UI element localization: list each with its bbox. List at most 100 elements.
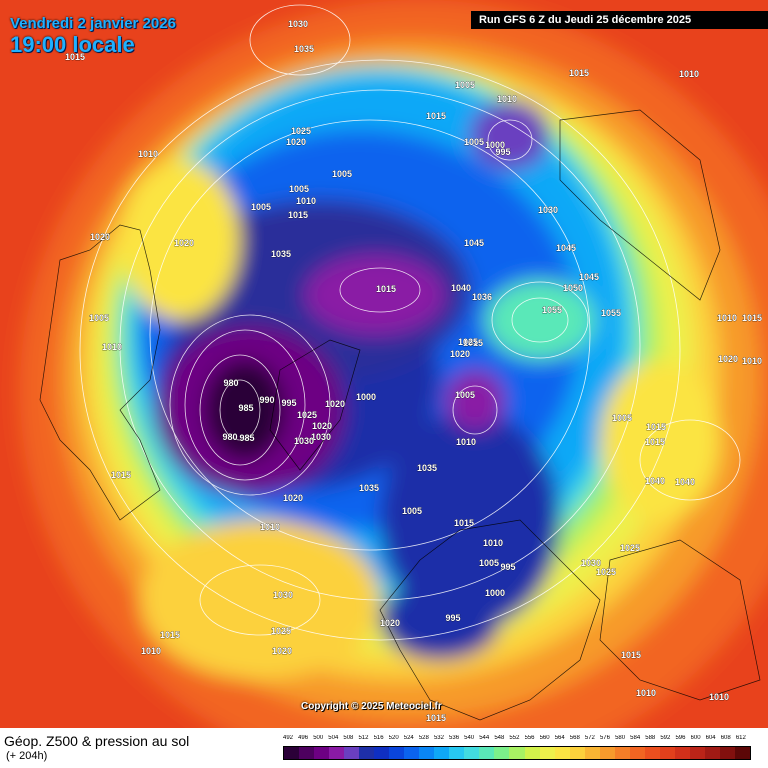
pressure-label: 1000: [356, 392, 376, 402]
pressure-label: 1005: [289, 184, 309, 194]
scale-label: 600: [690, 735, 701, 741]
model-run-banner: Run GFS 6 Z du Jeudi 25 décembre 2025: [471, 11, 768, 29]
scale-label: 532: [433, 735, 444, 741]
pressure-label: 995: [495, 147, 510, 157]
scale-label: 604: [705, 735, 716, 741]
forecast-hour: (+ 204h): [6, 750, 48, 762]
pressure-label: 1005: [251, 202, 271, 212]
pressure-label: 1045: [579, 272, 599, 282]
scale-label: 548: [494, 735, 505, 741]
pressure-label: 995: [445, 613, 460, 623]
scale-swatch: [509, 747, 525, 759]
pressure-label: 1005: [402, 506, 422, 516]
scale-swatch: [494, 747, 510, 759]
pressure-label: 1000: [485, 140, 505, 150]
scale-label: 520: [388, 735, 399, 741]
scale-label: 544: [479, 735, 490, 741]
copyright-notice: Copyright © 2025 Meteociel.fr: [301, 701, 442, 712]
isobars: [79, 4, 741, 641]
scale-swatch: [404, 747, 420, 759]
scale-swatch: [539, 747, 555, 759]
pressure-label: 1005: [479, 558, 499, 568]
pressure-label: 1030: [538, 205, 558, 215]
scale-swatch: [719, 747, 735, 759]
pressure-label: 1030: [581, 558, 601, 568]
pressure-label: 1010: [102, 342, 122, 352]
pressure-label: 1045: [464, 238, 484, 248]
legend-title: Géop. Z500 & pression au sol: [4, 733, 190, 749]
z500-color-field: [0, 0, 768, 728]
pressure-label: 1020: [325, 399, 345, 409]
pressure-label: 1005: [89, 313, 109, 323]
pressure-label: 1030: [294, 436, 314, 446]
scale-swatch: [614, 747, 630, 759]
pressure-label: 990: [259, 395, 274, 405]
pressure-label: 1055: [542, 305, 562, 315]
scale-swatch: [644, 747, 660, 759]
scale-swatch: [389, 747, 405, 759]
scale-label: 568: [569, 735, 580, 741]
pressure-label: 985: [239, 433, 254, 443]
pressure-label: 1010: [742, 356, 762, 366]
pressure-label: 1025: [291, 126, 311, 136]
scale-swatch: [434, 747, 450, 759]
scale-swatch: [554, 747, 570, 759]
scale-label: 560: [539, 735, 550, 741]
scale-swatch: [704, 747, 720, 759]
pressure-label: 1025: [297, 410, 317, 420]
pressure-label: 995: [281, 398, 296, 408]
pressure-label: 1035: [294, 44, 314, 54]
scale-swatch: [419, 747, 435, 759]
pressure-label: 1020: [450, 349, 470, 359]
pressure-label: 980: [222, 432, 237, 442]
pressure-label: 1015: [646, 422, 666, 432]
pressure-label: 1010: [679, 69, 699, 79]
pressure-label: 1020: [272, 646, 292, 656]
pressure-label: 1015: [569, 68, 589, 78]
scale-label: 576: [599, 735, 610, 741]
scale-label: 536: [449, 735, 460, 741]
pressure-label: 1020: [174, 238, 194, 248]
pressure-label: 1015: [621, 650, 641, 660]
pressure-label: 1000: [485, 588, 505, 598]
pressure-label: 1015: [463, 338, 483, 348]
pressure-label: 1015: [160, 630, 180, 640]
scale-swatch: [329, 747, 345, 759]
pressure-label: 1040: [645, 476, 665, 486]
scale-label: 516: [373, 735, 384, 741]
pressure-label: 985: [238, 403, 253, 413]
scale-label: 580: [615, 735, 626, 741]
scale-swatch: [299, 747, 315, 759]
pressure-label: 1030: [273, 590, 293, 600]
pressure-label: 1005: [332, 169, 352, 179]
pressure-label: 1030: [311, 432, 331, 442]
pressure-label: 1005: [455, 390, 475, 400]
pressure-label: 1035: [271, 249, 291, 259]
pressure-label: 1010: [141, 646, 161, 656]
pressure-label: 1025: [596, 567, 616, 577]
pressure-label: 1015: [645, 437, 665, 447]
pressure-label: 1025: [271, 626, 291, 636]
pressure-label: 1020: [286, 137, 306, 147]
pressure-label: 1020: [90, 232, 110, 242]
pressure-label: 1010: [483, 538, 503, 548]
pressure-label: 1015: [376, 284, 396, 294]
scale-label: 552: [509, 735, 520, 741]
pressure-label: 1010: [717, 313, 737, 323]
pressure-label: 995: [500, 562, 515, 572]
pressure-label: 1020: [312, 421, 332, 431]
scale-swatch: [284, 747, 300, 759]
pressure-label: 1005: [455, 80, 475, 90]
scale-swatch: [629, 747, 645, 759]
pressure-label: 1036: [472, 292, 492, 302]
pressure-label: 1010: [636, 688, 656, 698]
pressure-label: 1055: [601, 308, 621, 318]
scale-swatch: [584, 747, 600, 759]
scale-label: 608: [720, 735, 731, 741]
pressure-label: 1020: [380, 618, 400, 628]
scale-label: 584: [630, 735, 641, 741]
pressure-label: 1050: [563, 283, 583, 293]
pressure-label: 1015: [426, 713, 446, 723]
pressure-label: 1010: [138, 149, 158, 159]
